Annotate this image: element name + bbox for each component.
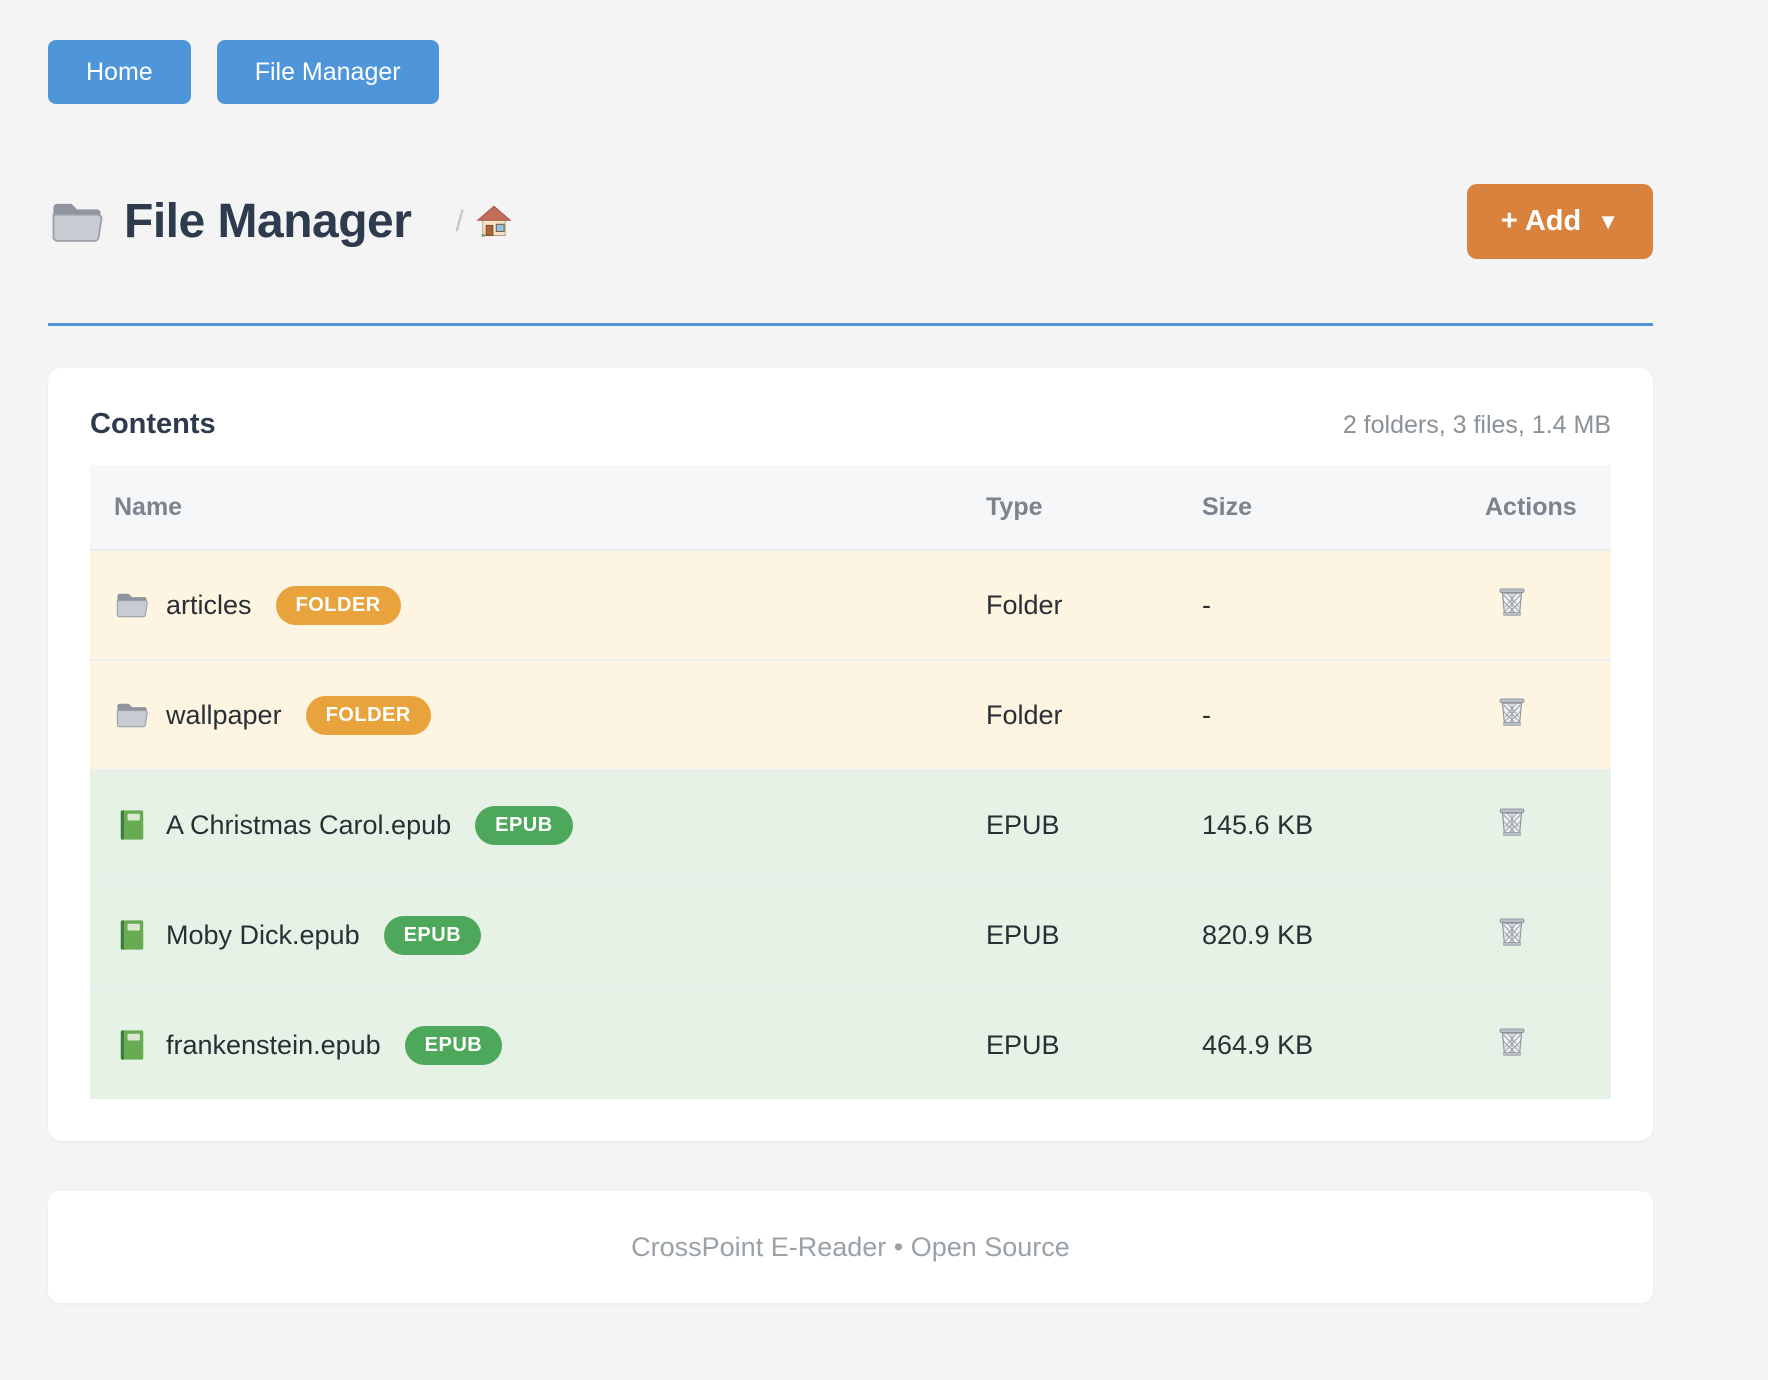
nav-file-manager-button[interactable]: File Manager	[216, 40, 439, 104]
contents-card: Contents 2 folders, 3 files, 1.4 MB Name…	[48, 368, 1653, 1141]
house-icon[interactable]	[476, 204, 512, 240]
type-badge: EPUB	[404, 1025, 503, 1065]
book-icon	[114, 807, 150, 843]
book-icon	[114, 917, 150, 953]
table-header: Name Type Size Actions	[90, 465, 1611, 549]
delete-button[interactable]	[1493, 803, 1531, 841]
top-nav: Home File Manager	[48, 40, 1653, 104]
column-header-actions: Actions	[1485, 492, 1577, 521]
trash-icon	[1493, 1023, 1531, 1061]
chevron-down-icon: ▼	[1597, 208, 1619, 234]
file-type: Folder	[986, 589, 1063, 620]
file-name[interactable]: A Christmas Carol.epub	[166, 809, 452, 840]
table-row: articles FOLDER Folder -	[90, 549, 1611, 659]
table-row: frankenstein.epub EPUB EPUB 464.9 KB	[90, 989, 1611, 1099]
file-type: EPUB	[986, 1029, 1060, 1060]
file-size: 145.6 KB	[1202, 809, 1314, 840]
file-type: EPUB	[986, 919, 1060, 950]
delete-button[interactable]	[1493, 583, 1531, 621]
table-row: wallpaper FOLDER Folder -	[90, 659, 1611, 769]
file-size: 820.9 KB	[1202, 919, 1314, 950]
page-header: File Manager / + Add ▼	[48, 184, 1653, 259]
file-size: 464.9 KB	[1202, 1029, 1314, 1060]
type-badge: FOLDER	[275, 585, 401, 625]
trash-icon	[1493, 913, 1531, 951]
column-header-type: Type	[986, 492, 1043, 521]
title-divider	[48, 323, 1653, 326]
column-header-size: Size	[1202, 492, 1253, 521]
add-button[interactable]: + Add ▼	[1466, 184, 1653, 259]
breadcrumb-separator: /	[455, 204, 464, 238]
file-table: Name Type Size Actions articles FOLDER F…	[90, 465, 1611, 1099]
trash-icon	[1493, 693, 1531, 731]
type-badge: EPUB	[475, 805, 573, 845]
folder-icon	[48, 193, 106, 251]
file-type: EPUB	[986, 809, 1060, 840]
add-button-label: + Add	[1500, 205, 1582, 237]
delete-button[interactable]	[1493, 1023, 1531, 1061]
contents-summary: 2 folders, 3 files, 1.4 MB	[1342, 411, 1611, 439]
folder-icon	[114, 587, 150, 623]
table-row: Moby Dick.epub EPUB EPUB 820.9 KB	[90, 879, 1611, 989]
trash-icon	[1493, 583, 1531, 621]
table-row: A Christmas Carol.epub EPUB EPUB 145.6 K…	[90, 769, 1611, 879]
breadcrumb: /	[455, 204, 512, 240]
file-size: -	[1202, 589, 1211, 620]
type-badge: EPUB	[383, 915, 482, 955]
page-title: File Manager	[124, 195, 412, 248]
file-name[interactable]: articles	[166, 589, 252, 620]
book-icon	[114, 1027, 150, 1063]
folder-icon	[114, 697, 150, 733]
table-body: articles FOLDER Folder - wallpaper FOLDE…	[90, 549, 1611, 1099]
page: Home File Manager File Manager / + Add ▼…	[48, 40, 1653, 1303]
file-type: Folder	[986, 699, 1063, 730]
delete-button[interactable]	[1493, 913, 1531, 951]
trash-icon	[1493, 803, 1531, 841]
column-header-name: Name	[114, 492, 183, 521]
type-badge: FOLDER	[305, 695, 431, 735]
footer: CrossPoint E-Reader • Open Source	[48, 1191, 1653, 1303]
nav-home-button[interactable]: Home	[48, 40, 191, 104]
file-name[interactable]: Moby Dick.epub	[166, 919, 360, 950]
file-size: -	[1202, 699, 1211, 730]
file-name[interactable]: wallpaper	[166, 699, 282, 730]
delete-button[interactable]	[1493, 693, 1531, 731]
contents-title: Contents	[90, 408, 216, 440]
file-name[interactable]: frankenstein.epub	[166, 1029, 381, 1060]
footer-text: CrossPoint E-Reader • Open Source	[631, 1231, 1070, 1262]
